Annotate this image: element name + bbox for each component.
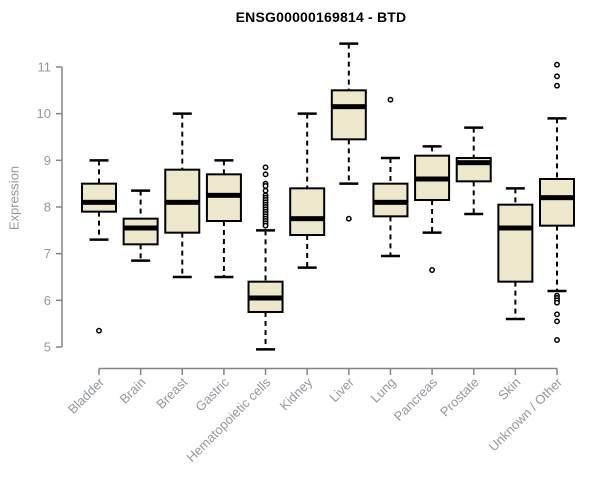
x-tick-label-skin: Skin — [495, 375, 523, 403]
median-line — [498, 225, 533, 231]
median-line — [82, 199, 116, 205]
x-tick-label-pancreas: Pancreas — [391, 374, 441, 424]
outlier-point — [262, 164, 269, 171]
x-tick-label-unknown-other: Unknown / Other — [486, 374, 566, 454]
x-tick-label-lung: Lung — [368, 375, 399, 406]
x-tick-label-brain: Brain — [117, 375, 149, 407]
box-rect — [330, 89, 367, 141]
outlier-point — [554, 337, 560, 343]
x-tick-label-prostate: Prostate — [437, 375, 482, 420]
boxplot-liver — [330, 42, 367, 222]
median-line — [415, 176, 450, 182]
boxplot-hematopoietic-cells — [247, 164, 284, 351]
box-rect — [289, 187, 326, 237]
outlier-point — [387, 96, 394, 103]
outlier-point — [554, 311, 560, 318]
outlier-point — [554, 82, 560, 89]
boxplot-prostate — [455, 126, 492, 216]
median-line — [456, 160, 491, 166]
boxplot-brain — [122, 189, 159, 262]
outlier-point — [554, 318, 560, 325]
outlier-point — [554, 61, 560, 68]
outlier-point — [262, 183, 269, 189]
y-tick-label-5: 5 — [44, 340, 51, 355]
y-tick-label-8: 8 — [44, 200, 51, 215]
boxplot-lung — [372, 96, 409, 258]
y-tick-label-7: 7 — [44, 246, 51, 261]
y-tick-label-6: 6 — [44, 293, 51, 308]
median-line — [331, 104, 366, 110]
median-line — [123, 225, 158, 231]
boxplot-breast — [164, 112, 201, 279]
outlier-point — [262, 187, 269, 194]
x-tick-label-bladder: Bladder — [65, 374, 108, 417]
box-rect — [122, 217, 159, 246]
outlier-point — [96, 327, 102, 334]
outlier-point — [345, 215, 352, 222]
x-tick-label-breast: Breast — [153, 374, 190, 411]
median-line — [165, 199, 200, 205]
box-rect — [538, 178, 575, 227]
x-tick-label-gastric: Gastric — [192, 374, 232, 414]
y-tick-label-11: 11 — [38, 60, 52, 75]
outlier-point — [262, 171, 269, 178]
box-rect — [81, 182, 117, 213]
y-tick-label-9: 9 — [44, 153, 51, 168]
boxplot-pancreas — [414, 145, 451, 273]
median-line — [539, 195, 574, 201]
outlier-point — [262, 222, 269, 229]
x-tick-label-liver: Liver — [326, 374, 357, 405]
boxplot-skin — [497, 187, 534, 321]
y-tick-label-10: 10 — [37, 106, 51, 121]
boxplot-gastric — [205, 159, 242, 279]
outlier-point — [429, 267, 436, 273]
boxplot-bladder — [81, 159, 117, 334]
outlier-point — [554, 299, 560, 306]
median-line — [206, 192, 241, 198]
boxplot-unknown-other — [538, 61, 575, 343]
box-rect — [497, 203, 534, 283]
median-line — [290, 216, 325, 222]
median-line — [373, 199, 408, 205]
chart-title: ENSG00000169814 - BTD — [235, 9, 407, 25]
x-tick-label-kidney: Kidney — [277, 374, 316, 413]
outlier-point — [554, 73, 560, 80]
median-line — [248, 295, 283, 301]
boxplot-kidney — [289, 112, 326, 269]
